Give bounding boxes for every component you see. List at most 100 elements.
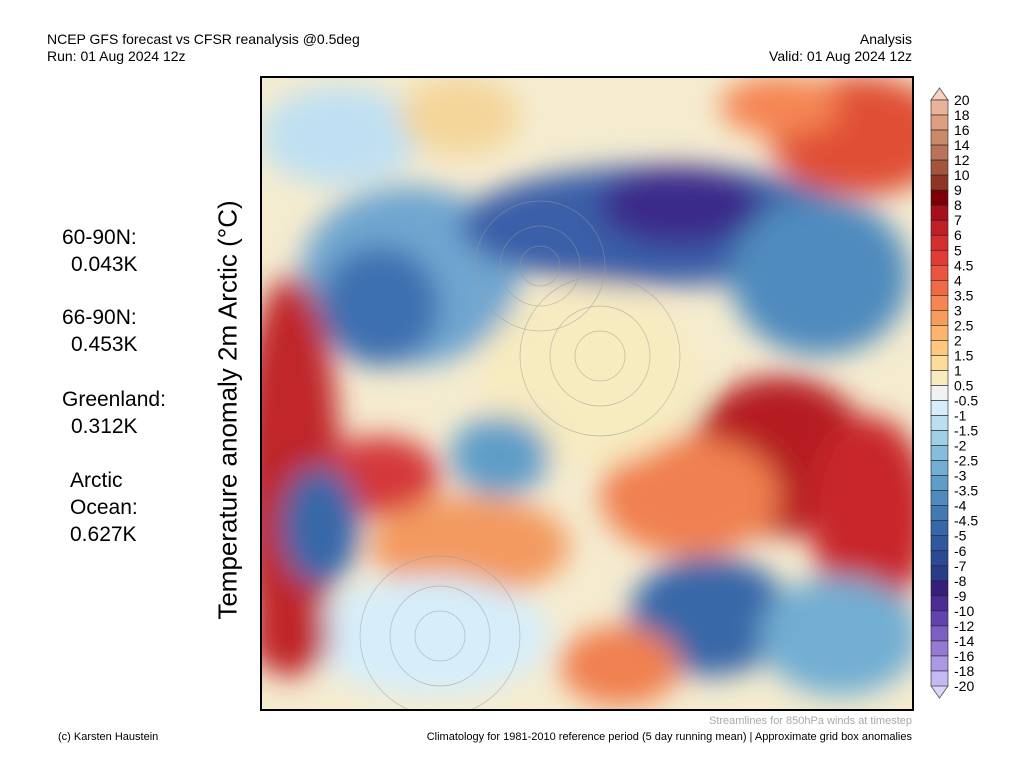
colorbar-tick-label: 3.5	[954, 287, 974, 303]
colorbar-tick-label: 9	[954, 182, 962, 198]
colorbar-swatch	[930, 505, 949, 522]
colorbar-swatch	[930, 550, 949, 567]
colorbar-tick-label: 1	[954, 362, 962, 378]
colorbar-swatch	[930, 565, 949, 582]
colorbar-tick-label: -7	[954, 558, 967, 574]
colorbar-tick-label: 16	[954, 122, 970, 138]
colorbar-swatch	[930, 460, 949, 476]
streamlines	[359, 200, 681, 710]
colorbar-tick-label: -16	[954, 648, 974, 664]
stat-66-90n-label: 66-90N:	[62, 306, 137, 329]
climatology-note: Climatology for 1981-2010 reference peri…	[426, 731, 912, 743]
stat-arctic-label: Arctic	[70, 469, 123, 492]
colorbar-swatch	[930, 325, 949, 341]
colorbar-swatch	[930, 415, 949, 431]
colorbar-tick-label: -1.5	[954, 423, 978, 439]
anomaly-map	[260, 76, 914, 711]
colorbar-tick-label: -0.5	[954, 393, 978, 409]
colorbar-tick-label: 10	[954, 167, 970, 183]
colorbar-swatch	[930, 219, 949, 236]
colorbar-tick-label: 4	[954, 272, 962, 288]
colorbar-max-triangle	[930, 87, 949, 101]
colorbar-swatch	[930, 249, 949, 266]
colorbar-tick-label: 3	[954, 302, 962, 318]
streamlines-note: Streamlines for 850hPa winds at timestep	[709, 715, 912, 727]
colorbar-tick-label: -6	[954, 543, 967, 559]
y-axis-label: Temperature anomaly 2m Arctic (°C)	[212, 200, 243, 620]
colorbar-tick-label: 18	[954, 107, 970, 123]
colorbar-tick-label: 5	[954, 242, 962, 258]
colorbar-tick-label: -2	[954, 438, 967, 454]
colorbar-tick-label: 0.5	[954, 377, 974, 393]
colorbar-tick-label: -5	[954, 528, 967, 544]
chart-title: NCEP GFS forecast vs CFSR reanalysis @0.…	[47, 31, 360, 47]
colorbar-swatch	[930, 370, 949, 386]
colorbar-tick-label: -18	[954, 663, 974, 679]
colorbar-tick-label: -4.5	[954, 513, 978, 529]
colorbar-swatch	[930, 264, 949, 281]
colorbar-tick-label: 2	[954, 332, 962, 348]
colorbar-tick-label: -14	[954, 633, 974, 649]
colorbar-swatch	[930, 640, 949, 657]
colorbar-swatch	[930, 625, 949, 642]
colorbar-swatch	[930, 159, 949, 176]
colorbar-swatch	[930, 655, 949, 672]
colorbar-swatch	[930, 99, 949, 116]
stat-66-90n-value: 0.453K	[71, 333, 138, 356]
colorbar-swatch	[930, 174, 949, 191]
colorbar-swatch	[930, 340, 949, 356]
colorbar-tick-label: -9	[954, 588, 967, 604]
colorbar-swatch	[930, 234, 949, 251]
colorbar-tick-label: 12	[954, 152, 970, 168]
run-time: Run: 01 Aug 2024 12z	[47, 48, 186, 64]
colorbar-swatch	[930, 295, 949, 311]
colorbar-tick-label: -20	[954, 678, 974, 694]
colorbar-swatch	[930, 114, 949, 131]
colorbar-tick-label: 4.5	[954, 257, 974, 273]
colorbar-min-triangle	[930, 685, 949, 699]
colorbar-tick-label: 8	[954, 197, 962, 213]
colorbar-swatch	[930, 385, 949, 401]
stat-ocean-label: Ocean:	[70, 496, 138, 519]
anomaly-regions	[261, 77, 913, 706]
colorbar-tick-label: 7	[954, 212, 962, 228]
colorbar-tick-label: 1.5	[954, 347, 974, 363]
stat-60-90n-value: 0.043K	[71, 253, 138, 276]
colorbar-tick-label: 14	[954, 137, 970, 153]
colorbar-swatch	[930, 445, 949, 461]
colorbar-swatch	[930, 400, 949, 416]
colorbar-swatch	[930, 355, 949, 371]
colorbar-tick-label: -8	[954, 573, 967, 589]
colorbar-tick-label: -3	[954, 468, 967, 484]
colorbar-swatch	[930, 430, 949, 446]
colorbar-swatch	[930, 310, 949, 326]
colorbar-swatch	[930, 490, 949, 506]
colorbar-swatch	[930, 280, 949, 296]
colorbar-swatch	[930, 144, 949, 161]
stat-greenland-value: 0.312K	[71, 415, 138, 438]
colorbar-tick-label: 2.5	[954, 317, 974, 333]
colorbar-swatch	[930, 580, 949, 597]
colorbar-swatch	[930, 520, 949, 537]
credit: (c) Karsten Haustein	[58, 731, 159, 743]
analysis-label: Analysis	[859, 31, 912, 47]
colorbar-tick-label: 20	[954, 92, 970, 108]
colorbar-swatch	[930, 610, 949, 627]
stat-60-90n-label: 60-90N:	[62, 226, 137, 249]
colorbar-swatch	[930, 475, 949, 491]
colorbar-tick-label: -10	[954, 603, 974, 619]
colorbar-swatch	[930, 535, 949, 552]
stat-arctic-ocean-value: 0.627K	[70, 523, 137, 546]
valid-time: Valid: 01 Aug 2024 12z	[769, 48, 912, 64]
colorbar-tick-label: -1	[954, 408, 967, 424]
map-frame	[260, 76, 914, 711]
colorbar-tick-label: -2.5	[954, 453, 978, 469]
colorbar-swatch	[930, 189, 949, 206]
colorbar-tick-label: -4	[954, 498, 967, 514]
colorbar-tick-label: 6	[954, 227, 962, 243]
colorbar-swatch	[930, 204, 949, 221]
colorbar-swatch	[930, 670, 949, 687]
colorbar-swatch	[930, 129, 949, 146]
colorbar: 201816141210987654.543.532.521.510.5-0.5…	[930, 87, 978, 699]
colorbar-swatch	[930, 595, 949, 612]
